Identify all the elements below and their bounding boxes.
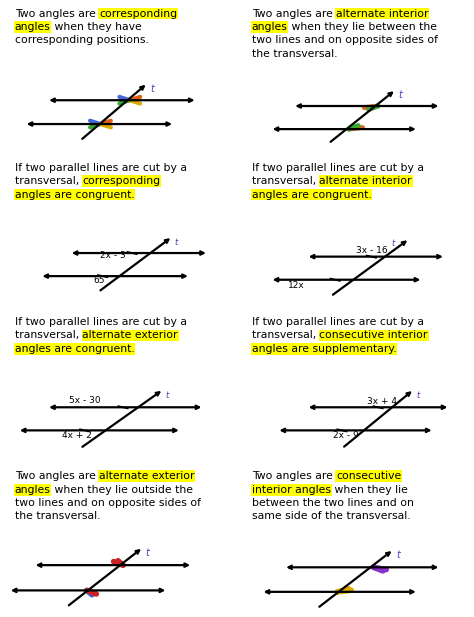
Text: t: t (396, 550, 400, 560)
Text: when they lie between the: when they lie between the (288, 22, 437, 32)
Text: when they lie outside the: when they lie outside the (51, 484, 192, 495)
Text: t: t (175, 238, 178, 247)
Text: corresponding: corresponding (99, 9, 177, 19)
Text: If two parallel lines are cut by a: If two parallel lines are cut by a (15, 317, 187, 327)
Text: two lines and on opposite sides of: two lines and on opposite sides of (252, 35, 438, 45)
Text: the transversal.: the transversal. (15, 511, 100, 521)
Text: 12x: 12x (288, 281, 305, 290)
Text: 65: 65 (94, 276, 105, 285)
Text: angles: angles (252, 22, 288, 32)
Text: t: t (146, 548, 149, 558)
Text: Two angles are: Two angles are (252, 9, 336, 19)
Text: 2x - 9: 2x - 9 (333, 431, 359, 439)
Text: transversal,: transversal, (252, 176, 319, 186)
Text: 4x + 2: 4x + 2 (62, 431, 92, 439)
Text: If two parallel lines are cut by a: If two parallel lines are cut by a (252, 317, 424, 327)
Text: t: t (417, 391, 419, 400)
Text: 5x - 30: 5x - 30 (69, 396, 100, 405)
Text: angles: angles (15, 484, 51, 495)
Text: If two parallel lines are cut by a: If two parallel lines are cut by a (252, 163, 424, 173)
Text: transversal,: transversal, (15, 330, 82, 341)
Text: alternate interior: alternate interior (336, 9, 428, 19)
Text: interior angles: interior angles (252, 484, 331, 495)
Text: transversal,: transversal, (252, 330, 319, 341)
Text: alternate interior: alternate interior (319, 176, 412, 186)
Text: alternate exterior: alternate exterior (82, 330, 178, 341)
Text: Two angles are: Two angles are (252, 471, 336, 481)
Text: between the two lines and on: between the two lines and on (252, 498, 414, 508)
Text: angles are congruent.: angles are congruent. (15, 344, 135, 354)
Text: when they lie: when they lie (331, 484, 408, 495)
Text: t: t (392, 239, 395, 248)
Text: transversal,: transversal, (15, 176, 82, 186)
Text: t: t (150, 84, 154, 94)
Text: when they have: when they have (51, 22, 141, 32)
Text: consecutive interior: consecutive interior (319, 330, 428, 341)
Text: corresponding positions.: corresponding positions. (15, 35, 148, 45)
Text: Two angles are: Two angles are (15, 9, 99, 19)
Text: t: t (166, 391, 169, 400)
Text: the transversal.: the transversal. (252, 49, 337, 59)
Text: angles are supplementary.: angles are supplementary. (252, 344, 396, 354)
Text: 2x - 3: 2x - 3 (100, 251, 126, 260)
Text: t: t (398, 90, 402, 100)
Text: Two angles are: Two angles are (15, 471, 99, 481)
Text: same side of the transversal.: same side of the transversal. (252, 511, 410, 521)
Text: If two parallel lines are cut by a: If two parallel lines are cut by a (15, 163, 187, 173)
Text: alternate exterior: alternate exterior (99, 471, 195, 481)
Text: angles are congruent.: angles are congruent. (252, 189, 372, 199)
Text: corresponding: corresponding (82, 176, 161, 186)
Text: consecutive: consecutive (336, 471, 401, 481)
Text: angles are congruent.: angles are congruent. (15, 189, 135, 199)
Text: 3x + 4: 3x + 4 (367, 397, 397, 405)
Text: angles: angles (15, 22, 51, 32)
Text: 3x - 16: 3x - 16 (356, 246, 387, 255)
Text: two lines and on opposite sides of: two lines and on opposite sides of (15, 498, 201, 508)
